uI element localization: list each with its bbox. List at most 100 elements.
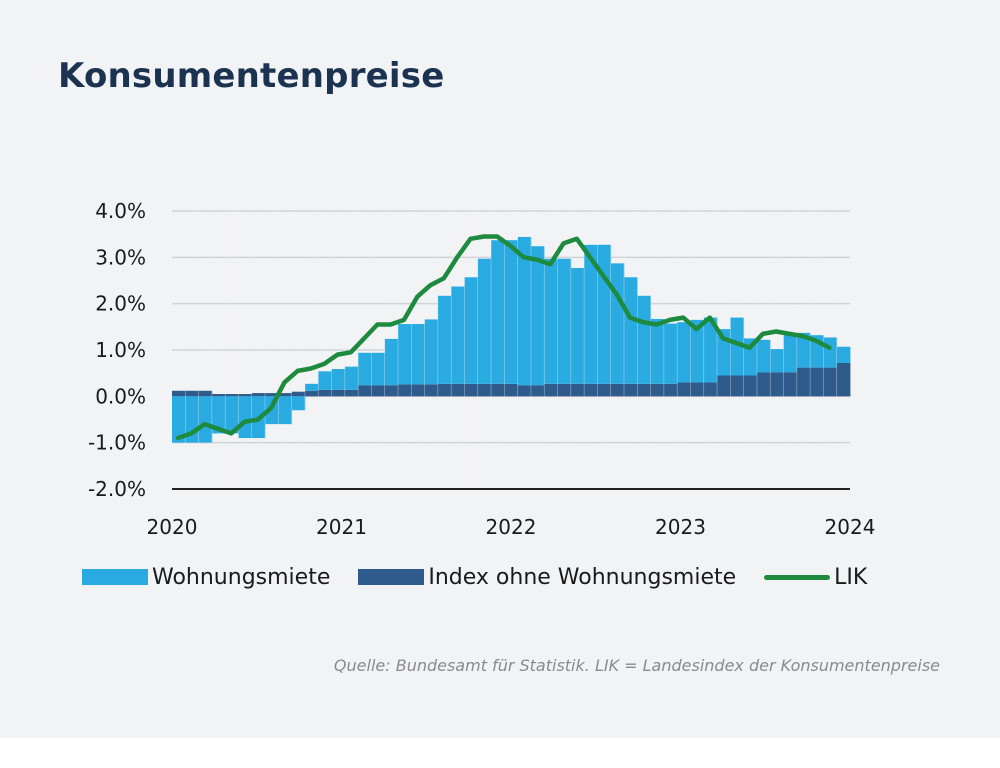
bar-rent (358, 352, 372, 386)
y-tick-label: 0.0% (95, 384, 146, 408)
legend-label-lik: LIK (834, 564, 868, 590)
bar-other (730, 375, 745, 397)
bar-rent (172, 396, 186, 443)
bar-other (756, 372, 771, 397)
bar-rent (398, 324, 412, 385)
bar-other (584, 383, 598, 397)
bar-other (743, 375, 758, 397)
bar-rent (278, 396, 293, 425)
bar-other (823, 367, 838, 397)
bar-rent (477, 258, 492, 384)
legend-swatch-other (358, 569, 425, 585)
bar-rent (464, 277, 479, 384)
bar-other (265, 393, 279, 397)
legend-item-other: Index ohne Wohnungsmiete (358, 565, 736, 590)
lik-line (175, 234, 832, 441)
bar-rent (597, 244, 612, 384)
bar-other (530, 385, 545, 397)
x-tick-label: 2023 (655, 515, 706, 539)
bar-other (185, 390, 199, 397)
bar-rent (291, 396, 306, 411)
bar-other (836, 362, 851, 397)
bar-other (491, 383, 505, 397)
bar-other (398, 384, 412, 397)
bar-rent (570, 267, 585, 384)
bar-other (464, 383, 479, 397)
bar-rent (650, 318, 665, 384)
bar-rent (530, 246, 545, 386)
y-tick-label: 1.0% (95, 338, 146, 362)
bar-rent (637, 295, 651, 384)
bar-other (783, 372, 798, 397)
legend-swatch-rent (82, 569, 148, 585)
bar-rent (836, 346, 851, 363)
bar-other (717, 375, 731, 397)
bar-other (796, 367, 811, 397)
bar-other (770, 372, 784, 397)
legend-item-lik: LIK (764, 565, 867, 590)
bar-rent (730, 317, 745, 376)
bar-other (610, 383, 625, 397)
bar-other (810, 367, 824, 397)
bar-other (172, 390, 186, 397)
chart-title: Konsumentenpreise (58, 56, 445, 96)
bar-rent (557, 258, 572, 384)
bar-other (225, 394, 239, 397)
legend: Wohnungsmiete Index ohne Wohnungsmiete L… (82, 562, 895, 592)
y-tick-label: 2.0% (95, 292, 146, 316)
x-tick-label: 2020 (147, 515, 198, 539)
bar-other (411, 384, 425, 397)
bar-rent (544, 258, 558, 384)
legend-item-rent: Wohnungsmiete (82, 565, 330, 590)
bar-other (570, 383, 585, 397)
bar-other (318, 389, 332, 397)
y-tick-label: 3.0% (95, 245, 146, 269)
bar-other (451, 383, 465, 397)
bar-rent (690, 319, 705, 383)
chart-card: Konsumentenpreise 4.0% 3.0% 2.0% 1.0% 0.0% -1… (0, 0, 1000, 738)
legend-swatch-lik (764, 574, 831, 580)
bar-rent (504, 240, 519, 384)
bar-rent (331, 368, 346, 390)
bar-other (238, 394, 253, 397)
bar-other (291, 391, 306, 397)
bar-other (677, 382, 691, 397)
bar-rent (584, 244, 598, 384)
bar-other (703, 382, 718, 397)
bar-other (637, 383, 651, 397)
bar-other (504, 383, 519, 397)
bar-other (597, 383, 612, 397)
bar-other (557, 383, 572, 397)
bar-other (198, 390, 213, 397)
bars (172, 211, 851, 489)
source-note: Quelle: Bundesamt für Statistik. LIK = L… (333, 656, 940, 675)
bar-other (384, 385, 399, 397)
bar-other (331, 389, 346, 397)
bar-other (371, 385, 386, 397)
bar-other (517, 385, 532, 397)
bar-other (663, 383, 678, 397)
bar-rent (491, 240, 505, 384)
bar-rent (677, 322, 691, 383)
bar-other (278, 393, 293, 397)
bar-other (624, 383, 638, 397)
bar-rent (304, 383, 319, 391)
bar-rent (238, 396, 253, 439)
bar-other (344, 389, 359, 397)
legend-label-rent: Wohnungsmiete (152, 564, 331, 590)
bar-rent (318, 371, 332, 390)
bar-rent (411, 324, 425, 385)
bar-rent (610, 263, 625, 384)
bar-rent (424, 319, 439, 385)
bar-other (251, 393, 266, 397)
bar-rent (663, 323, 678, 384)
chart-svg: 4.0%3.0%2.0%1.0%0.0%-1.0%-2.0% 2020 2021 2… (88, 199, 875, 539)
bar-rent (517, 236, 532, 386)
bar-rent (451, 286, 465, 384)
bar-other (690, 382, 705, 397)
bar-other (477, 383, 492, 397)
bar-rent (624, 277, 638, 384)
bar-other (437, 383, 452, 397)
bar-rent (756, 339, 771, 373)
bar-rent (384, 338, 399, 386)
